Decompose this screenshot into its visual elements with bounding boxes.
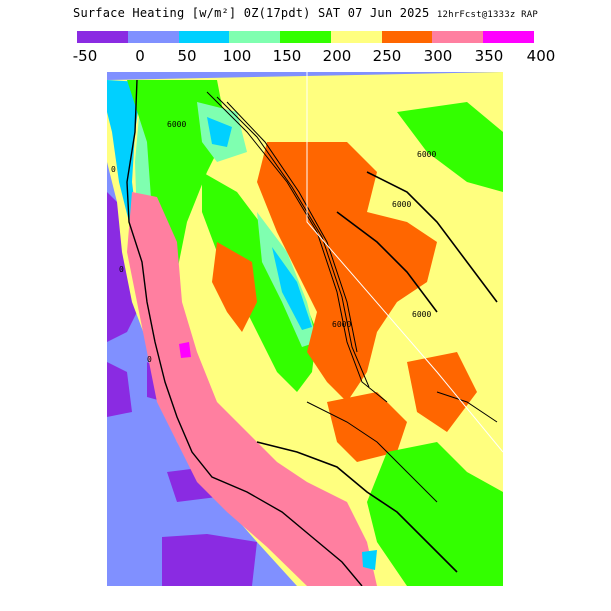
- green-region: [397, 102, 503, 192]
- contour-label: 6000: [332, 320, 351, 329]
- cold-ocean-patch: [162, 534, 257, 586]
- pink-coastal-zone: [127, 192, 377, 586]
- contour-line: [306, 401, 438, 503]
- cyan-region: [272, 247, 312, 330]
- contour-label: 6000: [392, 200, 411, 209]
- color-swatch: [483, 31, 535, 43]
- scale-tick-label: 0: [135, 47, 145, 65]
- map-canvas: 6000 6000 6000 6000 6000 0 0 0: [107, 72, 503, 586]
- color-swatch: [330, 31, 382, 43]
- contour-label: 0: [119, 265, 124, 274]
- map-title: Surface Heating [w/m²] 0Z(17pdt) SAT 07 …: [0, 6, 611, 20]
- scale-tick-label: 200: [322, 47, 352, 65]
- contour-label: 6000: [417, 150, 436, 159]
- heating-map: 6000 6000 6000 6000 6000 0 0 0: [107, 72, 503, 586]
- contour-label: 6000: [167, 120, 186, 129]
- cyan-region: [362, 550, 377, 570]
- color-swatch: [127, 31, 179, 43]
- contour-line: [436, 391, 498, 423]
- scale-tick-label: 250: [372, 47, 402, 65]
- title-main: Surface Heating [w/m²] 0Z(17pdt) SAT 07 …: [73, 6, 430, 20]
- orange-region: [212, 242, 257, 332]
- contour-line: [336, 211, 438, 313]
- green-region: [367, 442, 503, 586]
- scale-tick-label: 350: [474, 47, 504, 65]
- contour-line: [256, 441, 458, 573]
- coastline: [126, 79, 363, 586]
- color-scale-bar: [77, 31, 535, 43]
- color-swatch: [432, 31, 484, 43]
- color-swatch: [178, 31, 230, 43]
- contour-line: [206, 91, 388, 403]
- scale-tick-label: 400: [526, 47, 556, 65]
- contour-label: 0: [111, 165, 116, 174]
- contour-label: 6000: [412, 310, 431, 319]
- orange-region: [407, 352, 477, 432]
- contour-line: [216, 96, 370, 388]
- green-region: [202, 172, 317, 392]
- coastal-band: [107, 80, 142, 222]
- scale-tick-label: 50: [177, 47, 197, 65]
- scale-tick-label: 100: [222, 47, 252, 65]
- scale-tick-label: 300: [423, 47, 453, 65]
- scale-tick-label: -50: [72, 47, 98, 65]
- cold-ocean-patch: [107, 362, 132, 417]
- title-run: 12hrFcst@1333z RAP: [436, 10, 538, 20]
- orange-region: [327, 392, 407, 462]
- contour-line: [366, 171, 498, 303]
- color-swatch: [229, 31, 281, 43]
- state-border: [306, 72, 503, 453]
- magenta-spot: [179, 342, 191, 358]
- scale-tick-label: 150: [272, 47, 302, 65]
- contour-line: [226, 101, 358, 353]
- cyan-region: [207, 117, 232, 147]
- color-swatch: [381, 31, 433, 43]
- color-swatch: [77, 31, 128, 43]
- contour-label: 0: [147, 355, 152, 364]
- color-swatch: [280, 31, 331, 43]
